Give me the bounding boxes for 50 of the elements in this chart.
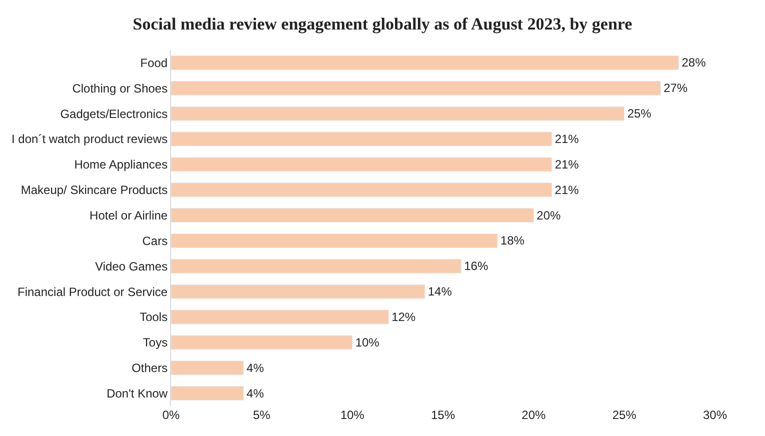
y-tick-label: Toys [142, 336, 168, 350]
chart-title: Social media review engagement globally as of August 2023, by genre [132, 14, 633, 34]
data-label: 18% [500, 234, 525, 248]
y-tick-label: Gadgets/Electronics [60, 106, 168, 121]
x-tick-label: 25% [612, 408, 637, 422]
bar [171, 208, 534, 223]
bar [171, 182, 552, 198]
y-tick-label: I don´t watch product reviews [12, 132, 168, 146]
data-label: 16% [464, 259, 488, 274]
data-label: 27% [664, 81, 688, 96]
data-label: 25% [627, 106, 652, 121]
y-tick-label: Others [132, 361, 168, 376]
y-tick-label: Financial Product or Service [18, 284, 168, 299]
data-label: 14% [428, 284, 452, 299]
bar [171, 310, 389, 324]
x-tick-label: 30% [702, 408, 728, 422]
x-tick-label: 10% [340, 408, 365, 422]
data-label: 28% [682, 56, 706, 70]
data-label: 21% [554, 157, 580, 172]
bar [171, 233, 498, 248]
y-tick-label: Don't Know [106, 386, 168, 400]
y-tick-label: Home Appliances [74, 158, 168, 172]
y-tick-label: Hotel or Airline [90, 208, 168, 222]
y-tick-label: Tools [140, 310, 168, 324]
bar [171, 157, 552, 172]
bar [171, 335, 353, 350]
bar [171, 80, 661, 96]
data-label: 21% [554, 182, 580, 197]
data-label: 21% [554, 132, 580, 146]
data-label: 4% [246, 386, 264, 400]
y-tick-label: Cars [142, 234, 168, 248]
bar [171, 386, 244, 401]
data-label: 20% [536, 208, 562, 222]
data-label: 4% [246, 360, 264, 375]
x-tick-label: 0% [162, 408, 180, 422]
x-tick-label: 5% [253, 408, 271, 422]
y-tick-label: Makeup/ Skincare Products [20, 183, 168, 198]
y-tick-label: Video Games [95, 259, 168, 274]
bar [171, 284, 426, 299]
y-tick-label: Food [140, 56, 168, 70]
y-tick-label: Clothing or Shoes [72, 81, 168, 96]
bar [171, 258, 462, 274]
bar [171, 55, 679, 70]
bar [171, 132, 552, 146]
data-label: 10% [355, 335, 380, 350]
x-tick-label: 15% [430, 408, 456, 422]
x-tick-label: 20% [522, 408, 546, 422]
bar [171, 106, 625, 121]
bar [171, 360, 244, 376]
data-label: 12% [392, 310, 416, 324]
